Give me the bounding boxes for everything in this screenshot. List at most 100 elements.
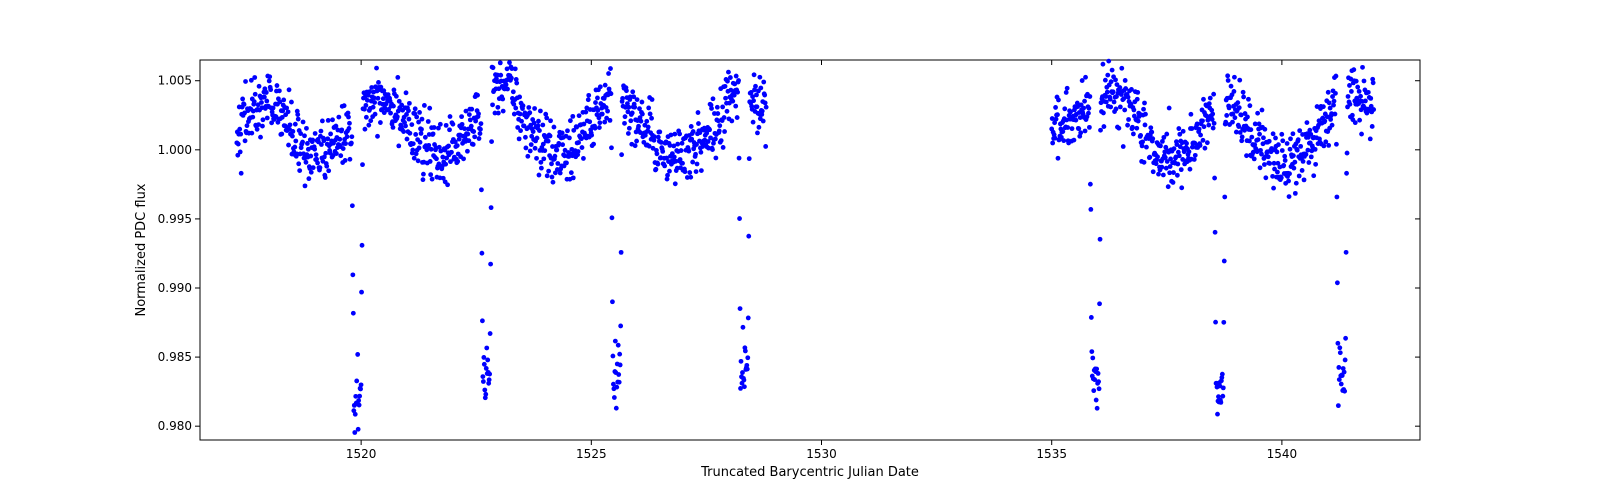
data-point	[1061, 138, 1066, 143]
data-point	[1181, 129, 1186, 134]
data-point	[1104, 100, 1109, 105]
data-point	[619, 152, 624, 157]
data-point	[654, 167, 659, 172]
data-point	[1336, 403, 1341, 408]
data-point	[407, 117, 412, 122]
data-point	[1076, 126, 1081, 131]
data-point	[445, 182, 450, 187]
data-point	[655, 151, 660, 156]
data-point	[1267, 139, 1272, 144]
data-point	[1078, 130, 1083, 135]
data-point	[1212, 121, 1217, 126]
data-point	[1179, 167, 1184, 172]
data-point	[419, 127, 424, 132]
data-point	[1126, 117, 1131, 122]
data-point	[419, 131, 424, 136]
data-point	[338, 153, 343, 158]
data-point	[395, 75, 400, 80]
data-point	[258, 135, 263, 140]
data-point	[478, 131, 483, 136]
data-point	[689, 124, 694, 129]
data-point	[356, 427, 361, 432]
y-tick-label: 0.985	[158, 350, 192, 364]
data-point	[1101, 62, 1106, 67]
data-point	[396, 144, 401, 149]
data-point	[426, 119, 431, 124]
data-point	[1221, 320, 1226, 325]
data-point	[1273, 136, 1278, 141]
data-point	[478, 127, 483, 132]
data-point	[1267, 161, 1272, 166]
data-point	[525, 154, 530, 159]
data-point	[489, 205, 494, 210]
data-point	[271, 106, 276, 111]
data-point	[1336, 365, 1341, 370]
data-point	[627, 126, 632, 131]
data-point	[401, 129, 406, 134]
data-point	[286, 143, 291, 148]
data-point	[345, 134, 350, 139]
data-point	[1126, 95, 1131, 100]
data-point	[485, 358, 490, 363]
data-point	[1203, 146, 1208, 151]
data-point	[738, 306, 743, 311]
data-point	[1296, 137, 1301, 142]
data-point	[1232, 75, 1237, 80]
data-point	[1344, 171, 1349, 176]
data-point	[1167, 106, 1172, 111]
data-point	[330, 117, 335, 122]
data-point	[514, 81, 519, 86]
data-point	[434, 156, 439, 161]
data-point	[1241, 90, 1246, 95]
data-point	[257, 84, 262, 89]
data-point	[1158, 143, 1163, 148]
data-point	[268, 87, 273, 92]
data-point	[466, 138, 471, 143]
data-point	[376, 96, 381, 101]
data-point	[267, 79, 272, 84]
data-point	[517, 95, 522, 100]
data-point	[524, 146, 529, 151]
data-point	[1247, 103, 1252, 108]
data-point	[488, 262, 493, 267]
data-point	[1252, 157, 1257, 162]
data-point	[238, 150, 243, 155]
data-point	[711, 96, 716, 101]
data-point	[252, 99, 257, 104]
data-point	[1343, 336, 1348, 341]
data-point	[357, 394, 362, 399]
data-point	[610, 215, 615, 220]
data-point	[630, 89, 635, 94]
data-point	[618, 324, 623, 329]
data-point	[1335, 341, 1340, 346]
data-point	[610, 299, 615, 304]
data-point	[1288, 136, 1293, 141]
data-point	[1245, 115, 1250, 120]
data-point	[721, 145, 726, 150]
data-point	[264, 99, 269, 104]
data-point	[1102, 124, 1107, 129]
data-point	[657, 130, 662, 135]
data-point	[553, 154, 558, 159]
data-point	[737, 216, 742, 221]
data-point	[715, 105, 720, 110]
data-point	[591, 142, 596, 147]
data-point	[376, 80, 381, 85]
data-point	[326, 118, 331, 123]
data-point	[1349, 89, 1354, 94]
data-point	[471, 142, 476, 147]
data-point	[1109, 79, 1114, 84]
data-point	[1343, 358, 1348, 363]
data-point	[373, 112, 378, 117]
data-point	[487, 372, 492, 377]
data-point	[586, 97, 591, 102]
data-point	[1112, 100, 1117, 105]
data-point	[1083, 129, 1088, 134]
data-point	[1292, 160, 1297, 165]
data-point	[1255, 111, 1260, 116]
data-point	[564, 160, 569, 165]
data-point	[364, 115, 369, 120]
data-point	[326, 168, 331, 173]
data-point	[267, 74, 272, 79]
data-point	[690, 160, 695, 165]
